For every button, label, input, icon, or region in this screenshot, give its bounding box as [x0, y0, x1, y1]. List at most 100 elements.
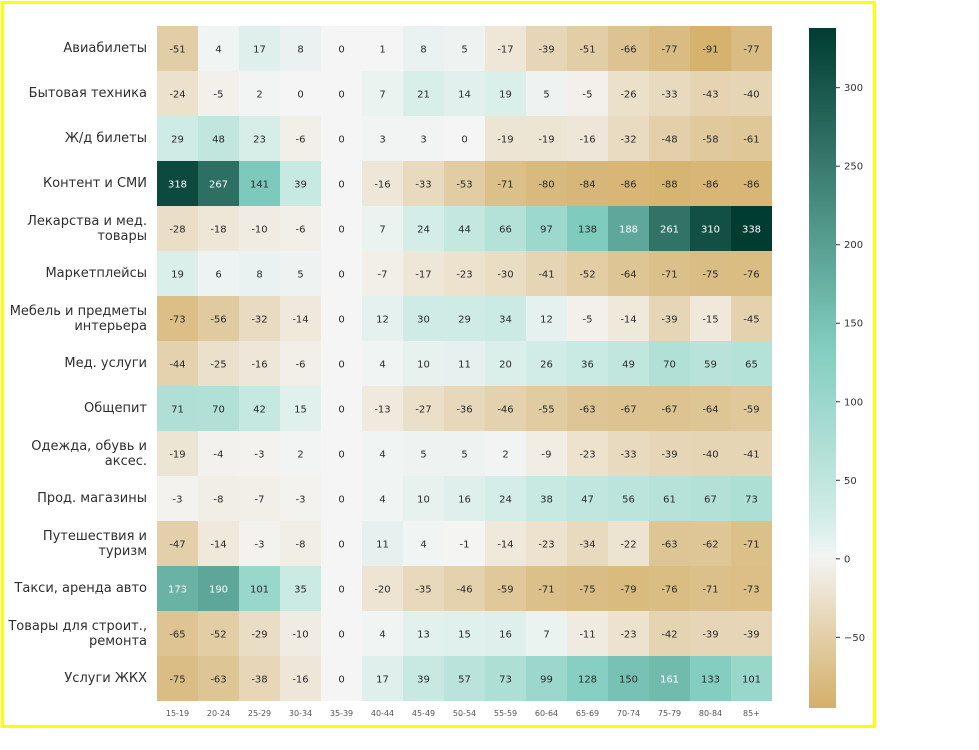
- row-labels: Авиабилеты Бытовая техника Ж/д билеты Конте…: [0, 0, 153, 710]
- heatmap-cell: [526, 296, 567, 341]
- cell-value-label: 36: [581, 360, 594, 371]
- cell-value-label: 4: [215, 45, 221, 56]
- cell-value-label: 0: [338, 90, 344, 101]
- x-tick-label: 25-29: [248, 709, 271, 718]
- heatmap-cell: [567, 116, 608, 161]
- heatmap-cell: [485, 566, 526, 611]
- row-label: Лекарства и мед. товары: [27, 213, 147, 244]
- cell-value-label: -77: [661, 45, 677, 56]
- cell-value-label: -14: [210, 540, 226, 551]
- cell-value-label: -39: [661, 315, 677, 326]
- cell-value-label: 59: [704, 360, 717, 371]
- heatmap-cell: [280, 386, 321, 431]
- cell-value-label: -45: [743, 315, 759, 326]
- cell-value-label: 3: [379, 135, 385, 146]
- heatmap-cell: [362, 71, 403, 116]
- heatmap-cell: [690, 431, 731, 476]
- cell-value-label: 0: [338, 360, 344, 371]
- heatmap-cell: [321, 26, 362, 71]
- cell-value-label: -25: [210, 360, 226, 371]
- heatmap-cell: [690, 161, 731, 206]
- cell-value-label: 56: [622, 495, 635, 506]
- heatmap-cell: [280, 656, 321, 701]
- heatmap-cell: [731, 116, 772, 161]
- cell-value-label: -14: [497, 540, 513, 551]
- cell-value-label: -40: [743, 90, 759, 101]
- heatmap-cell: [198, 656, 239, 701]
- cell-value-label: 0: [338, 630, 344, 641]
- heatmap-cell: [198, 611, 239, 656]
- cell-value-label: -3: [255, 450, 265, 461]
- cell-value-label: 39: [294, 180, 307, 191]
- heatmap-cell: [608, 206, 649, 251]
- cell-value-label: 17: [376, 675, 389, 686]
- cell-value-label: 65: [745, 360, 758, 371]
- heatmap-cell: [198, 341, 239, 386]
- x-tick-label: 80-84: [699, 709, 722, 718]
- heatmap-cell: [731, 521, 772, 566]
- heatmap-cell: [362, 611, 403, 656]
- cell-value-label: 23: [253, 135, 266, 146]
- cell-value-label: 26: [540, 360, 553, 371]
- heatmap-cell: [362, 521, 403, 566]
- cell-value-label: 70: [212, 405, 225, 416]
- cell-value-label: 24: [499, 495, 512, 506]
- cell-value-label: -36: [456, 405, 472, 416]
- cell-value-label: 141: [250, 180, 269, 191]
- cell-value-label: -63: [210, 675, 226, 686]
- heatmap-cell: [567, 206, 608, 251]
- cell-value-label: -5: [214, 90, 224, 101]
- heatmap-cell: [157, 566, 198, 611]
- heatmap-cell: [485, 206, 526, 251]
- heatmap-cell: [526, 656, 567, 701]
- row-label: Мебель и предметы интерьера: [9, 303, 147, 334]
- heatmap-cell: [608, 71, 649, 116]
- heatmap-cell: [157, 521, 198, 566]
- cell-value-label: -16: [292, 675, 308, 686]
- cell-value-label: -33: [415, 180, 431, 191]
- cell-value-label: 128: [578, 675, 597, 686]
- cell-value-label: -5: [583, 315, 593, 326]
- cell-value-label: -43: [702, 90, 718, 101]
- heatmap-cell: [731, 476, 772, 521]
- cell-value-label: -34: [579, 540, 595, 551]
- cell-value-label: -39: [538, 45, 554, 56]
- heatmap-cell: [690, 476, 731, 521]
- row-label: Товары для строит., ремонта: [8, 618, 147, 649]
- heatmap-cell: [321, 341, 362, 386]
- x-tick-label: 70-74: [617, 709, 640, 718]
- cell-value-label: 16: [499, 630, 512, 641]
- cell-value-label: -55: [538, 405, 554, 416]
- cell-value-label: -46: [497, 405, 513, 416]
- heatmap-cell: [608, 656, 649, 701]
- heatmap-cell: [239, 431, 280, 476]
- x-tick-label: 75-79: [658, 709, 681, 718]
- row-label: Путешествия и туризм: [42, 528, 147, 559]
- cell-value-label: -71: [702, 585, 718, 596]
- cell-value-label: -80: [538, 180, 554, 191]
- cell-value-label: 24: [417, 225, 430, 236]
- heatmap-cell: [567, 611, 608, 656]
- heatmap-cell: [649, 116, 690, 161]
- cell-value-label: -71: [743, 540, 759, 551]
- heatmap-cell: [198, 116, 239, 161]
- cell-value-label: 48: [212, 135, 225, 146]
- heatmap-cell: [321, 431, 362, 476]
- heatmap-cell: [239, 26, 280, 71]
- heatmap-cell: [485, 251, 526, 296]
- cell-value-label: -23: [538, 540, 554, 551]
- cell-value-label: -16: [251, 360, 267, 371]
- heatmap-cell: [485, 431, 526, 476]
- heatmap-cell: [444, 71, 485, 116]
- cell-value-label: 267: [209, 180, 228, 191]
- cell-value-label: 73: [745, 495, 758, 506]
- heatmap-cell: [362, 116, 403, 161]
- cell-value-label: -73: [169, 315, 185, 326]
- heatmap-cell: [567, 251, 608, 296]
- cell-value-label: -13: [374, 405, 390, 416]
- heatmap-cell: [321, 206, 362, 251]
- row-label: Одежда, обувь и аксес.: [31, 438, 147, 469]
- cell-value-label: 39: [417, 675, 430, 686]
- cell-value-label: -67: [661, 405, 677, 416]
- heatmap-cell: [690, 656, 731, 701]
